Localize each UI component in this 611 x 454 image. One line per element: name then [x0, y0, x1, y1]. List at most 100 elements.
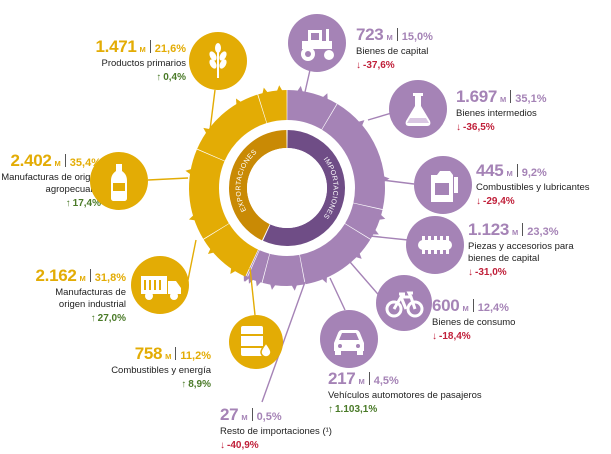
value: 1.471: [95, 37, 137, 56]
category-name: Manufacturas de origen industrial: [55, 287, 126, 311]
category-name: Bienes de consumo: [432, 317, 516, 329]
connector-line: [187, 239, 197, 281]
label-bienes-capital: 723 M 15,0% Bienes de capital ↓ -37,6%: [356, 24, 433, 73]
value: 445: [476, 161, 504, 180]
export-tooth: [230, 267, 237, 275]
change: ↓ -18,4%: [432, 331, 471, 343]
export-tooth: [188, 214, 196, 221]
change: ↓ -40,9%: [220, 440, 259, 452]
import-tooth: [378, 214, 386, 220]
label-combustibles-energia: 758 M 11,2% Combustibles y energía ↑ 8,9%: [111, 343, 211, 392]
export-tooth: [235, 98, 242, 106]
import-segment-2: [345, 203, 383, 239]
change: ↓ -37,6%: [356, 60, 395, 72]
category-name: Combustibles y lubricantes: [476, 182, 590, 194]
share: 0,5%: [256, 411, 282, 423]
label-manufacturas-industrial: 2.162 M 31,8% Manufacturas de origen indus…: [36, 265, 127, 326]
share: 12,4%: [477, 302, 509, 314]
share: 11,2%: [180, 350, 211, 362]
value: 2.402: [10, 151, 52, 170]
label-manufacturas-agropecuario: 2.402 M 35,4% Manufacturas de origen agrop…: [1, 150, 101, 211]
share: 4,5%: [373, 375, 399, 387]
category-name: Productos primarios: [101, 58, 186, 70]
unit: M: [512, 228, 519, 237]
share: 23,3%: [527, 226, 559, 238]
import-tooth: [255, 279, 262, 287]
oil-drum-icon: [229, 315, 283, 369]
label-bienes-consumo: 600 M 12,4% Bienes de consumo ↓ -18,4%: [432, 295, 515, 344]
import-tooth: [372, 229, 379, 235]
import-segment-3: [299, 223, 371, 285]
connector-line: [329, 277, 346, 311]
category-name: Resto de importaciones (¹): [220, 426, 332, 438]
share: 9,2%: [521, 167, 547, 179]
import-inner-ring: [263, 130, 345, 246]
import-tooth: [321, 276, 327, 284]
connector-line: [249, 267, 256, 316]
value: 758: [134, 344, 163, 363]
bicycle-icon: [376, 275, 432, 331]
category-name: Combustibles y energía: [111, 365, 211, 377]
connector-line: [381, 179, 415, 185]
export-segment-1: [189, 149, 229, 239]
unit: M: [165, 352, 172, 361]
unit: M: [79, 274, 86, 283]
category-name: Bienes de capital: [356, 46, 429, 58]
share: 35,1%: [515, 93, 547, 105]
import-tooth: [297, 85, 303, 93]
truck-icon: [131, 256, 189, 314]
gear-part-icon: [406, 216, 464, 274]
change: ↓ -36,5%: [456, 122, 495, 134]
import-tooth: [322, 93, 328, 100]
import-tooth: [357, 120, 365, 127]
connector-line: [304, 69, 311, 93]
export-tooth: [276, 85, 283, 92]
import-segment-4: [262, 253, 305, 286]
import-segment-1: [322, 103, 385, 210]
category-name: Piezas y accesorios para bienes de capit…: [468, 241, 574, 265]
unit: M: [500, 95, 507, 104]
connector-line: [147, 177, 189, 181]
share: 15,0%: [401, 31, 433, 43]
change: ↑ 17,4%: [65, 198, 101, 209]
export-tooth: [185, 168, 192, 175]
unit: M: [139, 45, 146, 54]
import-segment-6: [245, 249, 260, 278]
share: 31,8%: [94, 272, 126, 284]
tractor-icon: [288, 14, 346, 72]
fuel-can-icon: [414, 156, 472, 214]
export-tooth: [203, 127, 210, 134]
change: ↑ 8,9%: [181, 379, 211, 391]
export-tooth: [262, 87, 268, 95]
category-name: Manufacturas de origen agropecuario: [1, 172, 101, 196]
connector-line: [209, 89, 216, 131]
unit: M: [386, 33, 393, 42]
donut-hole: [247, 148, 327, 228]
label-productos-primarios: 1.471 M 21,6% Productos primarios ↑ 0,4%: [96, 36, 187, 85]
unit: M: [506, 169, 513, 178]
value: 1.123: [468, 220, 510, 239]
value: 27: [220, 405, 239, 424]
label-combustibles-lubricantes: 445 M 9,2% Combustibles y lubricantes ↓ -29…: [476, 160, 590, 209]
export-segment-3: [258, 90, 287, 124]
export-tooth: [207, 247, 215, 255]
export-segment-2: [197, 94, 267, 161]
value: 2.162: [35, 266, 77, 285]
unit: M: [241, 413, 248, 422]
category-name: Vehículos automotores de pasajeros: [328, 390, 482, 402]
export-inner-ring: [228, 130, 287, 241]
label-vehiculos: 217 M 4,5% Vehículos automotores de pasaje…: [328, 368, 482, 417]
change: ↓ -29,4%: [476, 196, 515, 208]
import-segment-0: [287, 90, 337, 130]
change: ↑ 27,0%: [90, 313, 126, 324]
wheat-icon: [189, 32, 247, 90]
import-segment-5: [247, 250, 270, 283]
label-bienes-intermedios: 1.697 M 35,1% Bienes intermedios ↓ -36,5%: [456, 86, 547, 135]
bottle-icon: [90, 152, 148, 210]
value: 723: [356, 25, 384, 44]
change: ↑ 0,4%: [156, 72, 186, 84]
share: 21,6%: [154, 43, 186, 55]
car-icon: [320, 310, 378, 368]
